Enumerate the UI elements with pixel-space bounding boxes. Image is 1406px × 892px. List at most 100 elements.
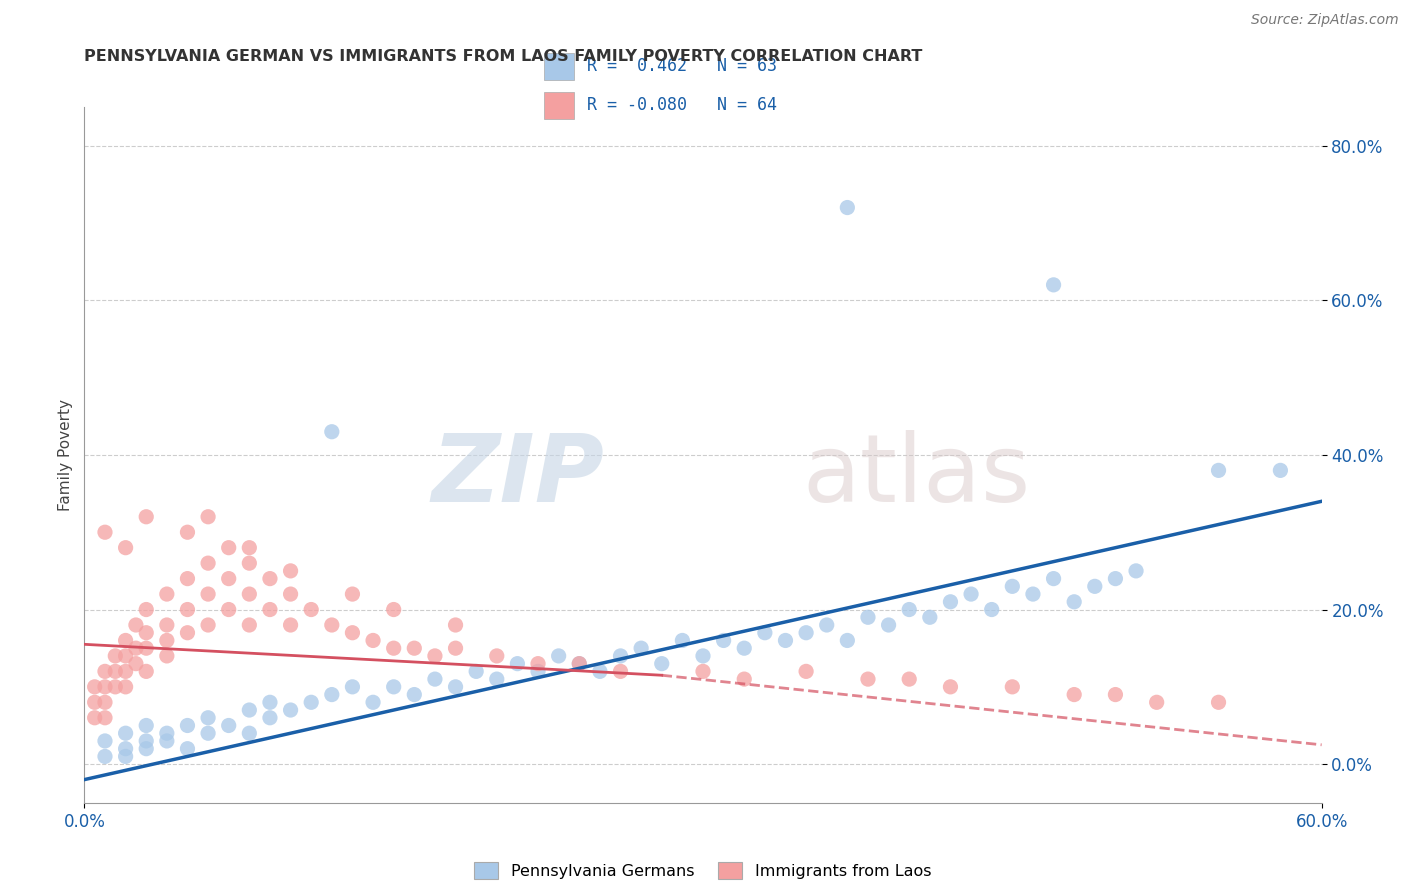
Point: [1001, 579, 1024, 593]
Point: [135, 665, 157, 679]
Point: [856, 672, 879, 686]
Point: [1084, 579, 1107, 593]
Point: [321, 425, 343, 439]
Point: [176, 602, 198, 616]
Point: [856, 610, 879, 624]
Point: [877, 618, 900, 632]
Point: [280, 618, 302, 632]
Point: [259, 711, 281, 725]
Point: [485, 648, 508, 663]
Point: [114, 648, 136, 663]
Point: [485, 672, 508, 686]
Point: [114, 749, 136, 764]
Point: [1042, 277, 1064, 292]
Point: [960, 587, 983, 601]
Point: [83, 680, 105, 694]
Point: [218, 572, 240, 586]
Text: Source: ZipAtlas.com: Source: ZipAtlas.com: [1251, 13, 1399, 28]
Point: [94, 734, 117, 748]
Point: [299, 695, 322, 709]
Point: [94, 695, 117, 709]
Point: [754, 625, 776, 640]
Point: [939, 595, 962, 609]
Point: [259, 695, 281, 709]
Point: [94, 749, 117, 764]
Point: [651, 657, 673, 671]
Point: [125, 657, 148, 671]
Point: [568, 657, 591, 671]
Point: [589, 665, 612, 679]
Point: [382, 641, 405, 656]
Point: [1042, 572, 1064, 586]
Point: [527, 665, 550, 679]
FancyBboxPatch shape: [544, 92, 575, 120]
Point: [794, 625, 817, 640]
Point: [733, 641, 755, 656]
Point: [1063, 595, 1085, 609]
Point: [156, 648, 179, 663]
Point: [238, 703, 260, 717]
Point: [1208, 463, 1230, 477]
Point: [176, 525, 198, 540]
Point: [259, 602, 281, 616]
Point: [547, 648, 569, 663]
Point: [444, 641, 467, 656]
Point: [1063, 688, 1085, 702]
Point: [671, 633, 693, 648]
Point: [156, 734, 179, 748]
Point: [1125, 564, 1147, 578]
Point: [280, 564, 302, 578]
Point: [135, 509, 157, 524]
Point: [114, 726, 136, 740]
Point: [775, 633, 797, 648]
Point: [176, 718, 198, 732]
Point: [733, 672, 755, 686]
Point: [197, 618, 219, 632]
Point: [404, 641, 426, 656]
Text: R =  0.462   N = 63: R = 0.462 N = 63: [586, 57, 778, 75]
Point: [404, 688, 426, 702]
Point: [692, 648, 714, 663]
Point: [135, 718, 157, 732]
Point: [125, 641, 148, 656]
Point: [114, 665, 136, 679]
Point: [125, 618, 148, 632]
Y-axis label: Family Poverty: Family Poverty: [58, 399, 73, 511]
Point: [238, 587, 260, 601]
Point: [259, 572, 281, 586]
Point: [361, 695, 384, 709]
Point: [94, 680, 117, 694]
FancyBboxPatch shape: [544, 54, 575, 80]
Point: [794, 665, 817, 679]
Text: R = -0.080   N = 64: R = -0.080 N = 64: [586, 96, 778, 114]
Point: [1001, 680, 1024, 694]
Point: [382, 680, 405, 694]
Legend: Pennsylvania Germans, Immigrants from Laos: Pennsylvania Germans, Immigrants from La…: [468, 856, 938, 885]
Point: [176, 625, 198, 640]
Point: [197, 711, 219, 725]
Point: [527, 657, 550, 671]
Point: [609, 648, 631, 663]
Point: [135, 741, 157, 756]
Point: [898, 602, 921, 616]
Point: [918, 610, 941, 624]
Point: [1146, 695, 1168, 709]
Point: [1022, 587, 1045, 601]
Point: [238, 618, 260, 632]
Point: [444, 618, 467, 632]
Point: [156, 633, 179, 648]
Point: [218, 541, 240, 555]
Point: [135, 734, 157, 748]
Point: [444, 680, 467, 694]
Point: [1104, 688, 1126, 702]
Point: [83, 711, 105, 725]
Point: [238, 726, 260, 740]
Point: [609, 665, 631, 679]
Point: [1270, 463, 1292, 477]
Point: [423, 672, 446, 686]
Point: [321, 688, 343, 702]
Point: [197, 726, 219, 740]
Point: [135, 625, 157, 640]
Point: [114, 680, 136, 694]
Point: [156, 618, 179, 632]
